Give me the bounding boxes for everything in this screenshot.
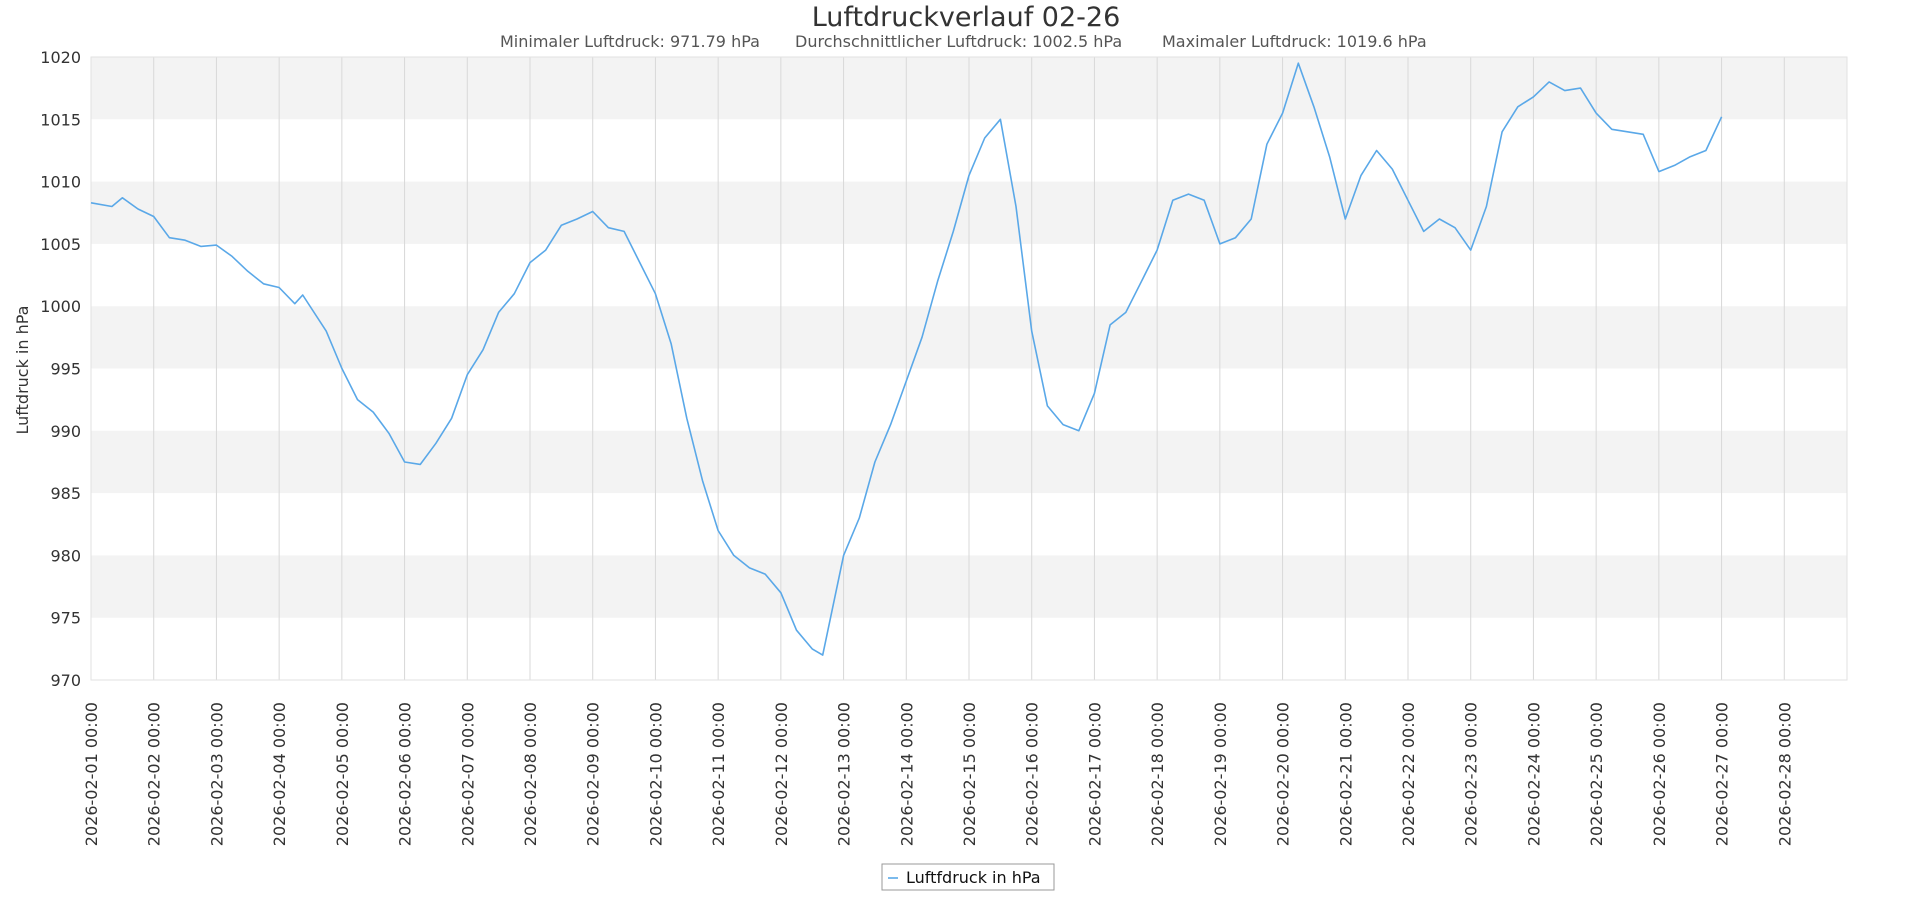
x-tick-label: 2026-02-25 00:00: [1587, 702, 1606, 846]
x-tick-label: 2026-02-03 00:00: [207, 702, 226, 846]
x-tick-label: 2026-02-23 00:00: [1462, 702, 1481, 846]
legend: Luftfdruck in hPa: [881, 863, 1055, 891]
x-tick-label: 2026-02-16 00:00: [1023, 702, 1042, 846]
x-tick-label: 2026-02-24 00:00: [1524, 702, 1543, 846]
legend-box: [881, 863, 1055, 891]
x-tick-label: 2026-02-05 00:00: [333, 702, 352, 846]
x-tick-label: 2026-02-08 00:00: [521, 702, 540, 846]
stat-min: Minimaler Luftdruck: 971.79 hPa: [500, 32, 760, 51]
plot-area-border: [90, 56, 1848, 681]
y-tick-label: 1005: [40, 235, 81, 254]
y-tick-label: 1015: [40, 110, 81, 129]
x-tick-label: 2026-02-04 00:00: [270, 702, 289, 846]
x-tick-label: 2026-02-01 00:00: [82, 702, 101, 846]
x-tick-label: 2026-02-21 00:00: [1336, 702, 1355, 846]
vertical-gridlines: [153, 57, 1785, 680]
x-tick-label: 2026-02-10 00:00: [646, 702, 665, 846]
x-tick-label: 2026-02-14 00:00: [897, 702, 916, 846]
x-tick-label: 2026-02-02 00:00: [145, 702, 164, 846]
x-tick-label: 2026-02-06 00:00: [396, 702, 415, 846]
x-tick-label: 2026-02-15 00:00: [960, 702, 979, 846]
y-axis-ticks: 970 975 980 985 990 995 1000 1005 1010 1015 1020: [40, 48, 81, 690]
y-axis-label: Luftdruck in hPa: [13, 306, 32, 435]
x-tick-label: 2026-02-13 00:00: [835, 702, 854, 846]
x-tick-label: 2026-02-19 00:00: [1211, 702, 1230, 846]
x-tick-label: 2026-02-11 00:00: [709, 702, 728, 846]
y-tick-label: 985: [50, 484, 81, 503]
y-tick-label: 1020: [40, 48, 81, 67]
x-tick-label: 2026-02-22 00:00: [1399, 702, 1418, 846]
x-tick-label: 2026-02-28 00:00: [1775, 702, 1794, 846]
x-tick-label: 2026-02-09 00:00: [584, 702, 603, 846]
y-tick-label: 1000: [40, 297, 81, 316]
chart-title: Luftdruckverlauf 02-26: [812, 2, 1121, 33]
y-tick-label: 970: [50, 671, 81, 690]
x-tick-label: 2026-02-12 00:00: [772, 702, 791, 846]
x-tick-label: 2026-02-17 00:00: [1085, 702, 1104, 846]
y-tick-label: 975: [50, 609, 81, 628]
x-tick-label: 2026-02-07 00:00: [458, 702, 477, 846]
x-tick-label: 2026-02-18 00:00: [1148, 702, 1167, 846]
x-tick-label: 2026-02-27 00:00: [1713, 702, 1732, 846]
y-tick-label: 980: [50, 546, 81, 565]
y-tick-label: 1010: [40, 173, 81, 192]
stat-max: Maximaler Luftdruck: 1019.6 hPa: [1162, 32, 1427, 51]
series-line-luftdruck: [90, 62, 1723, 656]
y-tick-label: 990: [50, 422, 81, 441]
y-tick-label: 995: [50, 360, 81, 379]
stat-avg: Durchschnittlicher Luftdruck: 1002.5 hPa: [795, 32, 1122, 51]
legend-label: Luftfdruck in hPa: [906, 868, 1041, 887]
x-axis-ticks: 2026-02-01 00:00 2026-02-02 00:00 2026-02-…: [82, 702, 1794, 846]
x-tick-label: 2026-02-26 00:00: [1650, 702, 1669, 846]
x-tick-label: 2026-02-20 00:00: [1274, 702, 1293, 846]
